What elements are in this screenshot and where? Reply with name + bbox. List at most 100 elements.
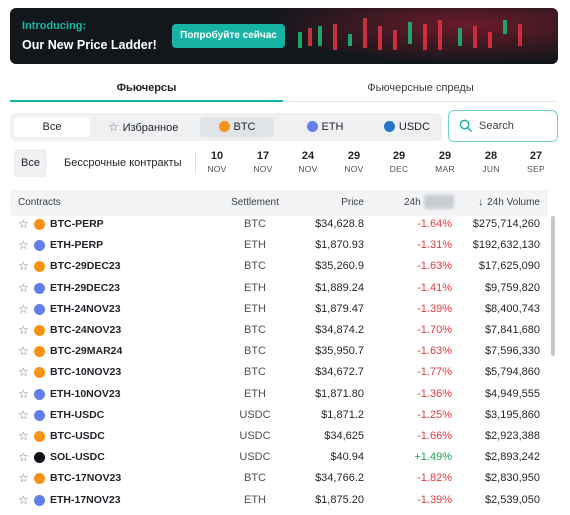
volume-value: $8,400,743: [484, 302, 540, 315]
contract-name[interactable]: BTC-17NOV23: [50, 472, 122, 485]
change-value: -1.39%: [417, 302, 452, 315]
contract-name[interactable]: ETH-10NOV23: [50, 387, 121, 400]
favorite-star-icon[interactable]: ☆: [18, 492, 29, 507]
header-settlement[interactable]: Settlement: [231, 197, 279, 208]
contract-name[interactable]: BTC-29DEC23: [50, 260, 121, 273]
contract-name[interactable]: BTC-USDC: [50, 430, 105, 442]
table-row[interactable]: ☆ BTC-29MAR24 BTC $35,950.7 -1.63% $7,596,330: [10, 341, 548, 362]
table-row[interactable]: ☆ ETH-24NOV23 ETH $1,879.47 -1.39% $8,400,743: [10, 299, 548, 320]
volume-value: $9,759,820: [484, 281, 540, 294]
filter-favorites[interactable]: ☆ Избранное: [100, 117, 186, 137]
bitcoin-icon: [34, 325, 45, 336]
promo-banner[interactable]: Introducing: Our New Price Ladder! Попро…: [10, 8, 558, 64]
volume-value: $2,539,050: [484, 493, 540, 506]
header-change[interactable]: 24h: [404, 190, 454, 216]
table-row[interactable]: ☆ BTC-USDC USDC $34,625 -1.66% $2,923,388: [10, 426, 548, 447]
currency-filter-bar: Все ☆ Избранное BTC ETH USDC: [10, 113, 442, 141]
banner-intro: Introducing:: [22, 20, 87, 32]
ethereum-icon: [34, 240, 45, 252]
favorite-star-icon[interactable]: ☆: [18, 407, 29, 422]
contract-name[interactable]: ETH-USDC: [50, 408, 105, 421]
contract-name[interactable]: SOL-USDC: [50, 451, 105, 464]
favorite-star-icon[interactable]: ☆: [18, 386, 29, 401]
table-row[interactable]: ☆ BTC-29DEC23 BTC $35,260.9 -1.63% $17,625,09…: [10, 256, 548, 277]
contract-name[interactable]: BTC-PERP: [50, 218, 104, 230]
favorite-star-icon[interactable]: ☆: [18, 450, 29, 465]
filter-favorites-label: Избранное: [122, 122, 179, 134]
price-value: $1,870.93: [315, 239, 364, 252]
expiry-month: NOV: [207, 164, 227, 174]
contract-name[interactable]: ETH-PERP: [50, 239, 104, 252]
filter-btc[interactable]: BTC: [200, 117, 274, 137]
table-row[interactable]: ☆ SOL-USDC USDC $40.94 +1.49% $2,893,242: [10, 447, 548, 468]
header-price[interactable]: Price: [341, 197, 364, 208]
favorite-star-icon[interactable]: ☆: [18, 365, 29, 380]
expiry-all[interactable]: Все: [14, 149, 47, 177]
expiry-date[interactable]: 27 SEP: [519, 150, 553, 175]
favorite-star-icon[interactable]: ☆: [18, 344, 29, 359]
contract-name[interactable]: BTC-29MAR24: [50, 345, 123, 358]
volume-value: $17,625,090: [478, 260, 540, 273]
favorite-star-icon[interactable]: ☆: [18, 301, 29, 316]
filter-all[interactable]: Все: [14, 117, 90, 137]
expiry-date[interactable]: 29 NOV: [337, 150, 371, 175]
filter-btc-label: BTC: [233, 121, 256, 133]
price-value: $1,875.20: [315, 493, 364, 506]
expiry-month: DEC: [389, 164, 409, 174]
table-row[interactable]: ☆ ETH-USDC USDC $1,871.2 -1.25% $3,195,860: [10, 405, 548, 426]
contract-name[interactable]: ETH-17NOV23: [50, 493, 121, 506]
favorite-star-icon[interactable]: ☆: [18, 238, 29, 253]
filter-usdc[interactable]: USDC: [376, 117, 438, 137]
tab-futures-spreads[interactable]: Фьючерсные спреды: [283, 76, 558, 102]
expiry-date[interactable]: 28 JUN: [474, 150, 508, 175]
scrollbar[interactable]: [551, 216, 555, 356]
change-value: -1.39%: [417, 493, 452, 506]
table-row[interactable]: ☆ ETH-PERP ETH $1,870.93 -1.31% $192,632,130: [10, 235, 548, 256]
favorite-star-icon[interactable]: ☆: [18, 259, 29, 274]
favorite-star-icon[interactable]: ☆: [18, 280, 29, 295]
volume-value: $275,714,260: [472, 218, 540, 230]
header-volume[interactable]: ↓ 24h Volume: [450, 190, 540, 216]
table-row[interactable]: ☆ ETH-10NOV23 ETH $1,871.80 -1.36% $4,949,555: [10, 384, 548, 405]
expiry-date[interactable]: 24 NOV: [291, 150, 325, 175]
tab-bar: Фьючерсы Фьючерсные спреды: [10, 76, 558, 102]
settlement-value: BTC: [244, 472, 266, 485]
expiry-date[interactable]: 17 NOV: [246, 150, 280, 175]
table-row[interactable]: ☆ BTC-17NOV23 BTC $34,766.2 -1.82% $2,830,950: [10, 468, 548, 489]
try-now-button[interactable]: Попробуйте сейчас: [172, 24, 285, 48]
change-value: -1.64%: [417, 218, 452, 230]
favorite-star-icon[interactable]: ☆: [18, 429, 29, 443]
expiry-date[interactable]: 29 DEC: [382, 150, 416, 175]
table-row[interactable]: ☆ BTC-24NOV23 BTC $34,874.2 -1.70% $7,841,680: [10, 320, 548, 341]
table-row[interactable]: ☆ ETH-17NOV23 ETH $1,875.20 -1.39% $2,539,050: [10, 490, 548, 511]
expiry-day: 10: [210, 150, 224, 162]
price-value: $40.94: [330, 451, 364, 464]
solana-icon: [34, 452, 45, 464]
header-contracts[interactable]: Contracts: [18, 197, 61, 208]
favorite-star-icon[interactable]: ☆: [18, 217, 29, 231]
settlement-value: USDC: [239, 430, 271, 442]
settlement-value: BTC: [244, 345, 266, 358]
contract-name[interactable]: ETH-29DEC23: [50, 281, 121, 294]
volume-value: $7,596,330: [484, 345, 540, 358]
expiry-date[interactable]: 29 MAR: [428, 150, 462, 175]
contract-name[interactable]: BTC-24NOV23: [50, 324, 122, 336]
contract-name[interactable]: BTC-10NOV23: [50, 366, 122, 379]
favorite-star-icon[interactable]: ☆: [18, 323, 29, 337]
table-row[interactable]: ☆ BTC-PERP BTC $34,628.8 -1.64% $275,714,260: [10, 214, 548, 235]
tab-futures[interactable]: Фьючерсы: [10, 76, 283, 102]
bitcoin-icon: [34, 367, 45, 379]
filter-eth[interactable]: ETH: [290, 117, 360, 137]
search-box[interactable]: [448, 110, 558, 142]
table-row[interactable]: ☆ BTC-10NOV23 BTC $34,672.7 -1.77% $5,794,860: [10, 362, 548, 383]
search-input[interactable]: [479, 118, 553, 134]
ethereum-icon: [306, 121, 318, 132]
table-row[interactable]: ☆ ETH-29DEC23 ETH $1,889.24 -1.41% $9,759,820: [10, 278, 548, 299]
bitcoin-icon: [34, 346, 45, 358]
price-value: $34,628.8: [315, 218, 364, 230]
contract-name[interactable]: ETH-24NOV23: [50, 302, 121, 315]
favorite-star-icon[interactable]: ☆: [18, 471, 29, 486]
expiry-day: 17: [256, 150, 270, 162]
expiry-perpetual[interactable]: Бессрочные контракты: [64, 157, 182, 169]
expiry-date[interactable]: 10 NOV: [200, 150, 234, 175]
